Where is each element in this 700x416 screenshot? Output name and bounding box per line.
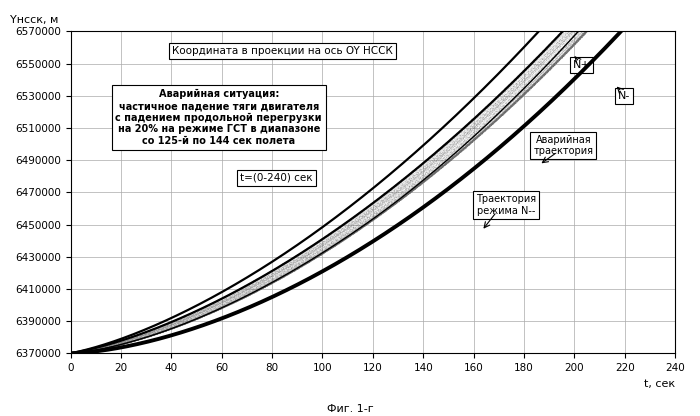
Text: Аварийная
траектория: Аварийная траектория (533, 135, 594, 156)
Text: Аварийная ситуация:
частичное падение тяги двигателя
с падением продольной перег: Аварийная ситуация: частичное падение тя… (116, 89, 322, 146)
X-axis label: t, сек: t, сек (644, 379, 675, 389)
Text: Траектория
режима N--: Траектория режима N-- (476, 194, 536, 216)
Text: Фиг. 1-г: Фиг. 1-г (327, 404, 373, 414)
Text: Координата в проекции на ось OY НССК: Координата в проекции на ось OY НССК (172, 46, 393, 56)
Text: N+: N+ (573, 60, 590, 70)
Text: Yнсск, м: Yнсск, м (10, 15, 59, 25)
Text: N-: N- (617, 91, 630, 101)
Text: t=(0-240) сек: t=(0-240) сек (240, 173, 312, 183)
